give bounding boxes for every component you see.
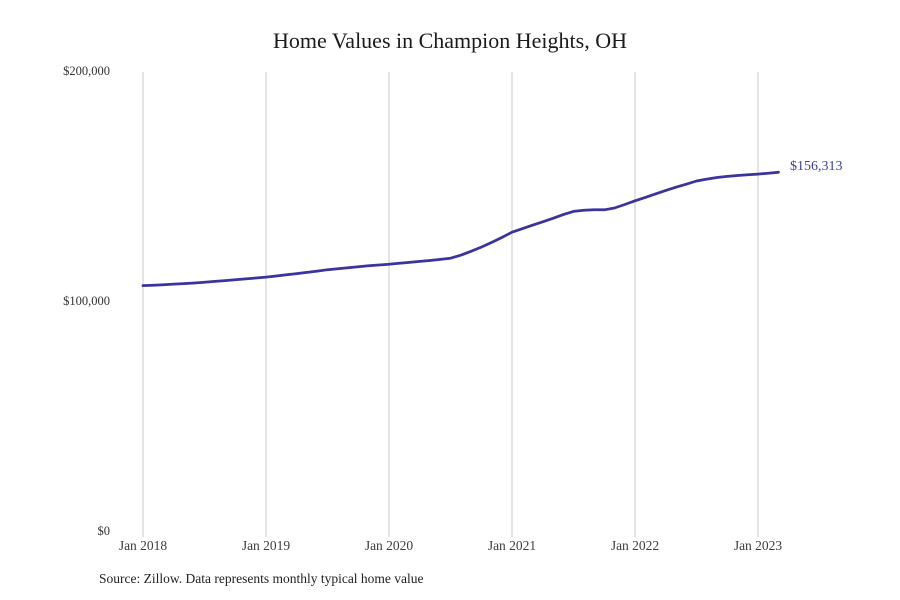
y-axis-tick-label-100000: $100,000 (63, 294, 110, 308)
y-axis-tick-label-0: $0 (97, 524, 111, 538)
gridlines (142, 72, 759, 537)
x-axis-tick-label-jan-2021: Jan 2021 (487, 538, 537, 553)
x-axis-tick-label-jan-2018: Jan 2018 (118, 538, 168, 553)
x-axis-tick-label-jan-2023: Jan 2023 (733, 538, 783, 553)
x-axis-tick-label-jan-2022: Jan 2022 (610, 538, 660, 553)
chart-title: Home Values in Champion Heights, OH (272, 28, 627, 53)
home-value-line-series (141, 170, 780, 287)
source-note: Source: Zillow. Data represents monthly … (99, 571, 424, 586)
series-end-value-label: $156,313 (790, 159, 843, 174)
y-axis-tick-label-200000: $200,000 (63, 64, 110, 78)
x-axis-tick-label-jan-2020: Jan 2020 (364, 538, 414, 553)
x-axis-tick-label-jan-2019: Jan 2019 (241, 538, 291, 553)
